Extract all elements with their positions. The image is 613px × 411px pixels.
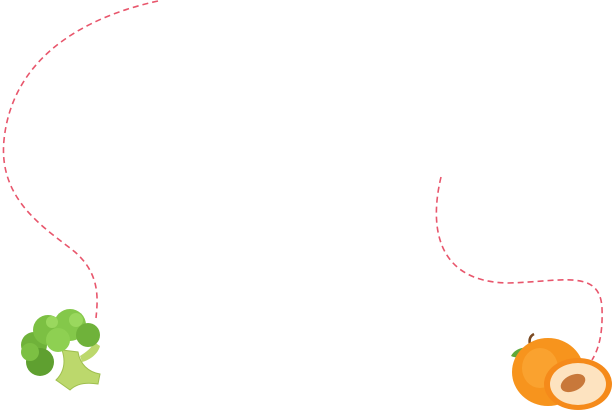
peach-icon [511,332,612,410]
dashed-path-left [2,0,159,319]
broccoli-icon [21,309,101,391]
dashed-path-right [435,176,603,361]
